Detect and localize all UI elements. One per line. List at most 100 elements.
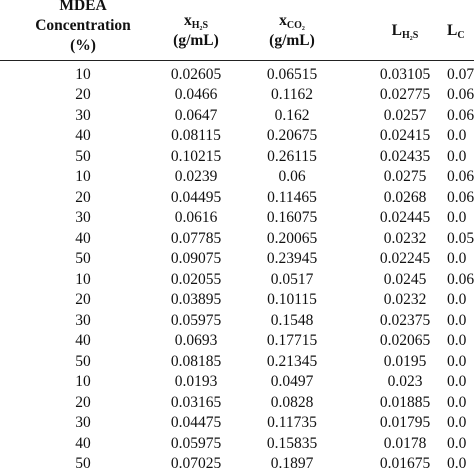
table-cell: 0.01885 bbox=[379, 393, 431, 411]
table-cell: 0.023 bbox=[387, 373, 423, 391]
header-symbol: LH₂S bbox=[392, 21, 419, 46]
table-cell: 40 bbox=[75, 332, 91, 350]
table-cell: 0.0245 bbox=[383, 270, 427, 288]
table-cell: 0.0 bbox=[447, 373, 467, 391]
table-cell: 0.20675 bbox=[266, 127, 318, 145]
table-cell: 0.08115 bbox=[171, 127, 221, 145]
table-cell: 0.08185 bbox=[170, 352, 222, 370]
table-cell: 0.02375 bbox=[379, 311, 431, 329]
table-cell: 40 bbox=[75, 229, 91, 247]
table-cell: 50 bbox=[75, 352, 91, 370]
table-cell: 0.0828 bbox=[270, 393, 314, 411]
table-cell: 0.02435 bbox=[379, 147, 431, 165]
table-cell: 0.26115 bbox=[267, 147, 317, 165]
table-cell: 0.11735 bbox=[267, 414, 317, 432]
table-cell: 40 bbox=[75, 434, 91, 452]
table-cell: 0.0 bbox=[447, 393, 467, 411]
header-symbol: LC bbox=[447, 21, 465, 46]
table-cell: 0.0497 bbox=[270, 373, 314, 391]
table-cell: 0.0 bbox=[447, 209, 467, 227]
table-cell: 0.0 bbox=[447, 455, 467, 472]
symbol: x bbox=[183, 12, 192, 29]
table-cell: 0.0616 bbox=[174, 209, 218, 227]
table-cell: 0.10115 bbox=[267, 291, 317, 309]
table-cell: 0.06 bbox=[447, 168, 474, 186]
table-cell: 0.09075 bbox=[170, 250, 222, 268]
table-cell: 0.06 bbox=[447, 106, 474, 124]
table-cell: 0.11465 bbox=[267, 188, 317, 206]
table-cell: 0.07 bbox=[447, 66, 474, 83]
table-cell: 0.0 bbox=[447, 414, 467, 432]
header-line: (%) bbox=[70, 37, 96, 54]
table-cell: 0.02605 bbox=[170, 66, 222, 83]
table-cell: 0.0257 bbox=[383, 106, 427, 124]
header-line: MDEA bbox=[59, 0, 107, 14]
table-cell: 0.02055 bbox=[170, 270, 222, 288]
table-cell: 0.0466 bbox=[174, 86, 218, 104]
table-cell: 0.1162 bbox=[270, 86, 314, 104]
table-cell: 0.20065 bbox=[266, 229, 318, 247]
table-cell: 0.02415 bbox=[379, 127, 431, 145]
table-cell: 0.03895 bbox=[170, 291, 222, 309]
table-cell: 0.15835 bbox=[266, 434, 318, 452]
table-cell: 0.06 bbox=[447, 86, 474, 104]
subscript: H₂S bbox=[191, 20, 209, 31]
table-cell: 0.0 bbox=[447, 127, 467, 145]
table-cell: 40 bbox=[75, 127, 91, 145]
table-cell: 0.02445 bbox=[379, 209, 431, 227]
table-cell: 0.23945 bbox=[266, 250, 318, 268]
table-cell: 30 bbox=[75, 414, 91, 432]
subscript: C bbox=[457, 30, 465, 41]
table-cell: 10 bbox=[75, 66, 91, 83]
table-cell: 0.06515 bbox=[266, 66, 318, 83]
table-cell: 0.17715 bbox=[266, 332, 318, 350]
table-cell: 20 bbox=[75, 188, 91, 206]
table-cell: 0.0 bbox=[447, 434, 467, 452]
table-cell: 10 bbox=[75, 270, 91, 288]
table-cell: 30 bbox=[75, 106, 91, 124]
table-cell: 0.1548 bbox=[270, 311, 314, 329]
table-cell: 0.1897 bbox=[270, 455, 314, 472]
table-cell: 30 bbox=[75, 311, 91, 329]
table-cell: 50 bbox=[75, 250, 91, 268]
table-cell: 0.04495 bbox=[170, 188, 222, 206]
table-cell: 0.03105 bbox=[379, 66, 431, 83]
table-cell: 20 bbox=[75, 291, 91, 309]
table-cell: 10 bbox=[75, 373, 91, 391]
table-cell: 0.0 bbox=[447, 352, 467, 370]
table-cell: 0.21345 bbox=[266, 352, 318, 370]
table-cell: 0.0232 bbox=[383, 229, 427, 247]
table-cell: 0.0 bbox=[447, 332, 467, 350]
table-cell: 0.0178 bbox=[383, 434, 427, 452]
symbol: x bbox=[279, 12, 287, 29]
table-cell: 20 bbox=[75, 86, 91, 104]
header-rule bbox=[0, 60, 474, 61]
symbol: L bbox=[447, 22, 458, 39]
table-cell: 0.0268 bbox=[383, 188, 427, 206]
table-cell: 0.06 bbox=[447, 270, 474, 288]
table-cell: 10 bbox=[75, 168, 91, 186]
table-cell: 0.162 bbox=[274, 106, 310, 124]
table-cell: 0.07785 bbox=[170, 229, 222, 247]
table-cell: 0.06 bbox=[447, 188, 474, 206]
table-cell: 50 bbox=[75, 147, 91, 165]
symbol: L bbox=[391, 22, 402, 39]
table-cell: 0.02065 bbox=[379, 332, 431, 350]
table-cell: 0.05975 bbox=[170, 311, 222, 329]
table-cell: 0.16075 bbox=[266, 209, 318, 227]
table-cell: 50 bbox=[75, 455, 91, 472]
table-cell: 0.05975 bbox=[170, 434, 222, 452]
table-cell: 30 bbox=[75, 209, 91, 227]
table-cell: 0.07025 bbox=[170, 455, 222, 472]
header-symbol: xCO₂ bbox=[279, 11, 305, 36]
table-cell: 0.04475 bbox=[170, 414, 222, 432]
table-cell: 20 bbox=[75, 393, 91, 411]
table-cell: 0.0 bbox=[447, 311, 467, 329]
table-cell: 0.02245 bbox=[379, 250, 431, 268]
table-cell: 0.0232 bbox=[383, 291, 427, 309]
table-cell: 0.0517 bbox=[270, 270, 314, 288]
table-cell: 0.06 bbox=[278, 168, 306, 186]
table-cell: 0.02775 bbox=[379, 86, 431, 104]
table-cell: 0.0275 bbox=[383, 168, 427, 186]
